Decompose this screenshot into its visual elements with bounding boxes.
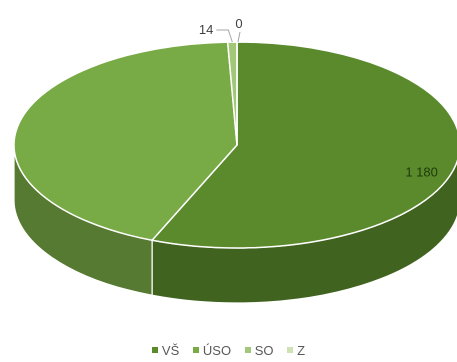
legend-item-z: Z <box>287 343 305 358</box>
data-label-uso: 905 <box>6 88 28 103</box>
pie-top-layer <box>13 41 457 249</box>
legend-swatch-so <box>244 347 251 353</box>
data-labels: 1 180 905 14 0 <box>6 16 438 180</box>
legend-item-uso: ÚSO <box>192 343 232 358</box>
legend-label-uso: ÚSO <box>202 343 232 358</box>
legend-swatch-z <box>287 347 294 353</box>
data-label-so: 14 <box>199 22 213 37</box>
legend-label-z: Z <box>297 343 306 358</box>
legend-item-vs: VŠ <box>151 343 180 358</box>
legend-swatch-uso <box>192 347 199 353</box>
slice-vs <box>151 41 457 249</box>
slice-uso <box>13 41 238 241</box>
leader-line-so <box>216 29 233 43</box>
data-label-z: 0 <box>235 16 242 31</box>
legend-swatch-vs <box>151 347 158 353</box>
leader-line-z <box>237 31 241 43</box>
legend-label-vs: VŠ <box>161 343 180 358</box>
data-label-vs: 1 180 <box>405 165 438 180</box>
legend-label-so: SO <box>254 343 274 358</box>
legend-item-so: SO <box>244 343 274 358</box>
legend: VŠ ÚSO SO Z <box>0 343 457 358</box>
